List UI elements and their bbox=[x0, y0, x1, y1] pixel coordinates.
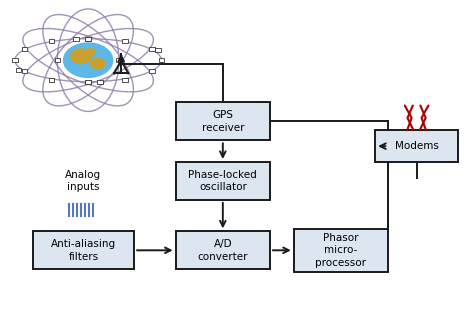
Bar bbox=[122, 39, 128, 43]
Text: Analog
inputs: Analog inputs bbox=[65, 170, 101, 192]
FancyBboxPatch shape bbox=[175, 231, 270, 269]
Bar bbox=[73, 37, 79, 41]
Bar bbox=[49, 78, 55, 82]
Bar bbox=[49, 39, 55, 43]
Bar bbox=[122, 78, 128, 82]
Bar bbox=[116, 58, 122, 62]
Bar bbox=[85, 80, 91, 84]
Circle shape bbox=[71, 49, 91, 63]
Text: A/D
converter: A/D converter bbox=[198, 239, 248, 262]
Bar bbox=[97, 80, 103, 84]
Bar bbox=[85, 37, 91, 41]
Circle shape bbox=[90, 58, 105, 69]
FancyBboxPatch shape bbox=[294, 229, 388, 272]
Bar bbox=[55, 58, 60, 62]
Bar bbox=[21, 69, 27, 73]
Bar bbox=[85, 80, 91, 84]
Bar bbox=[12, 58, 18, 62]
Circle shape bbox=[64, 43, 113, 77]
FancyBboxPatch shape bbox=[375, 130, 458, 162]
FancyBboxPatch shape bbox=[175, 102, 270, 140]
Text: Anti-aliasing
filters: Anti-aliasing filters bbox=[51, 239, 116, 262]
Bar bbox=[149, 69, 155, 73]
Text: Phase-locked
oscillator: Phase-locked oscillator bbox=[189, 170, 257, 192]
Text: Phasor
micro-
processor: Phasor micro- processor bbox=[316, 233, 366, 268]
Bar bbox=[149, 47, 155, 51]
Text: GPS
receiver: GPS receiver bbox=[201, 110, 244, 132]
FancyBboxPatch shape bbox=[175, 162, 270, 200]
Text: Modems: Modems bbox=[395, 141, 438, 151]
Bar bbox=[21, 47, 27, 51]
Circle shape bbox=[86, 48, 95, 55]
Bar bbox=[16, 68, 21, 72]
Bar bbox=[85, 37, 91, 41]
Bar bbox=[155, 48, 161, 52]
FancyBboxPatch shape bbox=[33, 231, 134, 269]
Bar bbox=[158, 58, 164, 62]
